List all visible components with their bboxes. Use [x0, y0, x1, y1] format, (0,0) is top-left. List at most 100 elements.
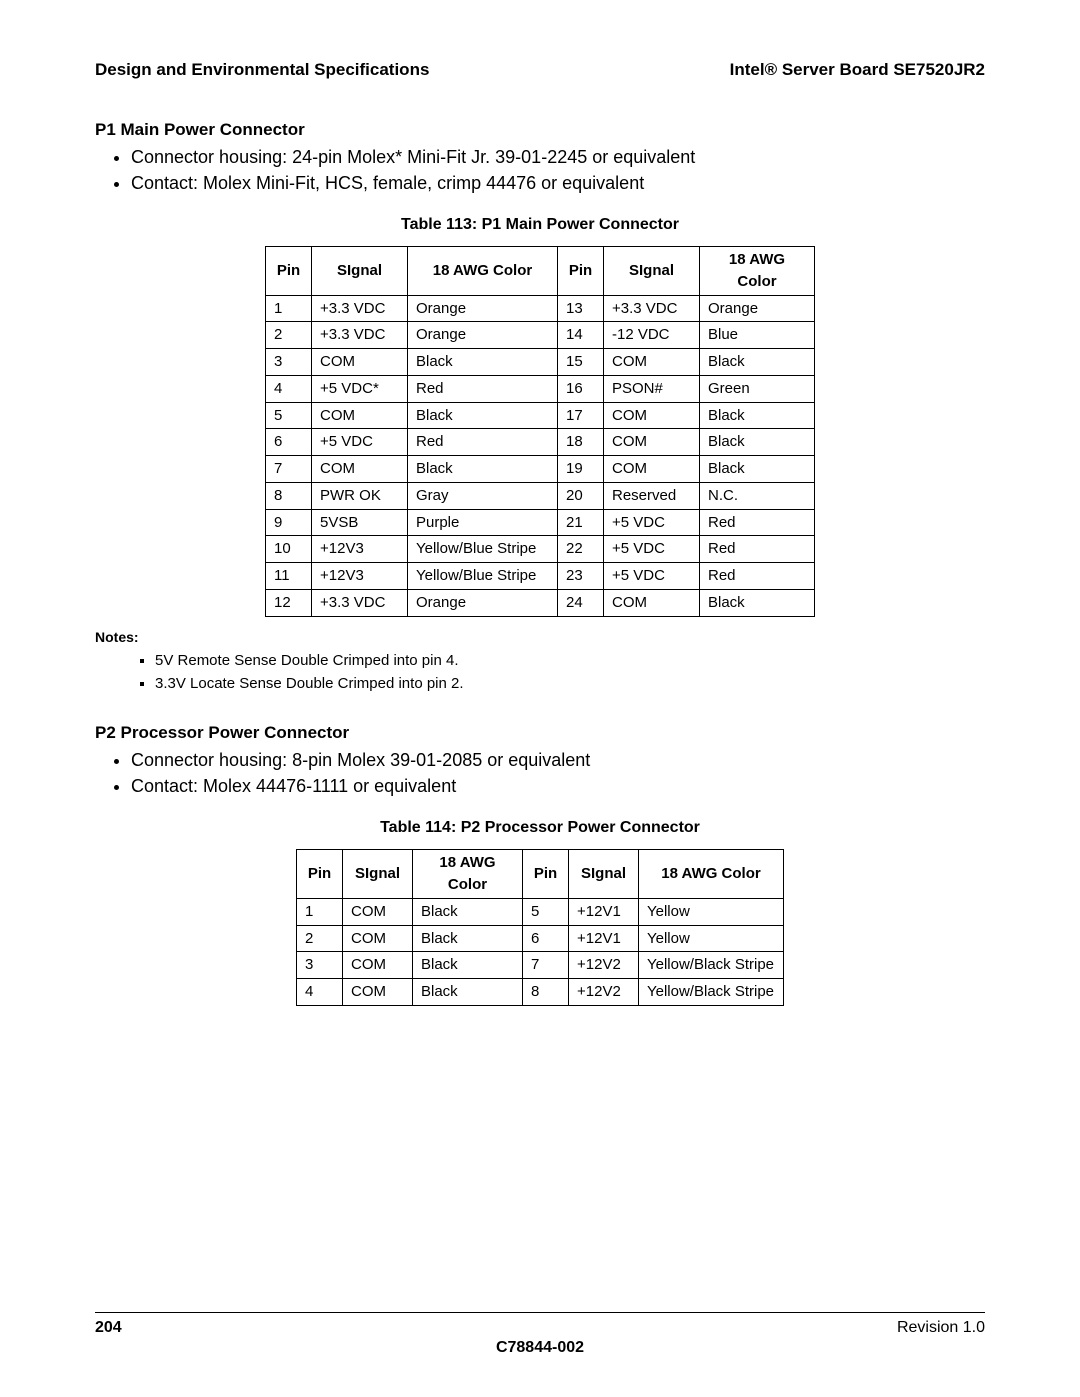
table-cell: Black [700, 589, 815, 616]
table-cell: 12 [266, 589, 312, 616]
table-cell: Green [700, 375, 815, 402]
col-header: 18 AWG Color [639, 850, 784, 899]
table-cell: +3.3 VDC [312, 295, 408, 322]
col-header: 18 AWG Color [413, 850, 523, 899]
table114-caption: Table 114: P2 Processor Power Connector [95, 819, 985, 837]
section1-title: P1 Main Power Connector [95, 120, 985, 140]
header-left: Design and Environmental Specifications [95, 60, 429, 80]
table-cell: 1 [266, 295, 312, 322]
table-cell: Red [408, 375, 558, 402]
table-cell: Black [413, 952, 523, 979]
table-cell: COM [604, 402, 700, 429]
table-cell: +12V1 [569, 925, 639, 952]
table-cell: Black [408, 402, 558, 429]
notes-label: Notes: [95, 629, 985, 645]
table-cell: Reserved [604, 482, 700, 509]
page-number: 204 [95, 1319, 122, 1337]
table-cell: 13 [558, 295, 604, 322]
table-cell: 7 [523, 952, 569, 979]
table-row: 2+3.3 VDCOrange14-12 VDCBlue [266, 322, 815, 349]
table-row: 12+3.3 VDCOrange24COMBlack [266, 589, 815, 616]
table-cell: Black [413, 898, 523, 925]
table-cell: 5 [266, 402, 312, 429]
table-cell: +12V2 [569, 979, 639, 1006]
table-cell: Orange [700, 295, 815, 322]
table-cell: Black [408, 456, 558, 483]
table-cell: 3 [297, 952, 343, 979]
list-item: Contact: Molex Mini-Fit, HCS, female, cr… [131, 170, 985, 196]
page-header: Design and Environmental Specifications … [95, 60, 985, 80]
table-cell: 4 [297, 979, 343, 1006]
table-cell: COM [604, 349, 700, 376]
list-item: Connector housing: 24-pin Molex* Mini-Fi… [131, 144, 985, 170]
table-cell: +3.3 VDC [604, 295, 700, 322]
table-cell: Black [413, 979, 523, 1006]
table-cell: Blue [700, 322, 815, 349]
table113: Pin SIgnal 18 AWG Color Pin SIgnal 18 AW… [265, 246, 815, 617]
table-cell: 10 [266, 536, 312, 563]
table-cell: 14 [558, 322, 604, 349]
table-cell: N.C. [700, 482, 815, 509]
table-cell: 2 [266, 322, 312, 349]
table-cell: +3.3 VDC [312, 589, 408, 616]
table-cell: COM [312, 402, 408, 429]
table-cell: 18 [558, 429, 604, 456]
section2-title: P2 Processor Power Connector [95, 723, 985, 743]
table-row: 8PWR OKGray20ReservedN.C. [266, 482, 815, 509]
table-cell: 6 [266, 429, 312, 456]
col-header: Pin [297, 850, 343, 899]
section2-bullets: Connector housing: 8-pin Molex 39-01-208… [95, 747, 985, 799]
table-cell: 24 [558, 589, 604, 616]
revision: Revision 1.0 [897, 1319, 985, 1337]
table-cell: +5 VDC* [312, 375, 408, 402]
table-cell: +12V3 [312, 563, 408, 590]
table-cell: Yellow/Black Stripe [639, 979, 784, 1006]
table-cell: +5 VDC [604, 536, 700, 563]
table-cell: 8 [266, 482, 312, 509]
table-cell: COM [343, 925, 413, 952]
table-cell: +12V1 [569, 898, 639, 925]
table-cell: COM [343, 898, 413, 925]
table-cell: Black [700, 429, 815, 456]
notes-list: 5V Remote Sense Double Crimped into pin … [95, 649, 985, 696]
table-cell: 16 [558, 375, 604, 402]
table-cell: Black [413, 925, 523, 952]
table-cell: +12V2 [569, 952, 639, 979]
table-row: 5COMBlack17COMBlack [266, 402, 815, 429]
table-cell: PWR OK [312, 482, 408, 509]
table-cell: 6 [523, 925, 569, 952]
table-cell: 23 [558, 563, 604, 590]
table-row: 3COMBlack15COMBlack [266, 349, 815, 376]
table-cell: Orange [408, 322, 558, 349]
table-cell: 2 [297, 925, 343, 952]
list-item: Connector housing: 8-pin Molex 39-01-208… [131, 747, 985, 773]
doc-number: C78844-002 [95, 1339, 985, 1357]
table-cell: PSON# [604, 375, 700, 402]
table-cell: -12 VDC [604, 322, 700, 349]
table-cell: 3 [266, 349, 312, 376]
table-cell: Yellow [639, 898, 784, 925]
list-item: 3.3V Locate Sense Double Crimped into pi… [155, 672, 985, 695]
table-row: 95VSBPurple21+5 VDCRed [266, 509, 815, 536]
table-row: 1+3.3 VDCOrange13+3.3 VDCOrange [266, 295, 815, 322]
table-cell: Red [700, 509, 815, 536]
table113-caption: Table 113: P1 Main Power Connector [95, 216, 985, 234]
table-cell: Yellow/Black Stripe [639, 952, 784, 979]
table-cell: 5VSB [312, 509, 408, 536]
col-header: Pin [523, 850, 569, 899]
table-cell: Black [700, 349, 815, 376]
table-cell: 8 [523, 979, 569, 1006]
col-header: SIgnal [569, 850, 639, 899]
table-cell: 20 [558, 482, 604, 509]
table-cell: +5 VDC [604, 509, 700, 536]
table-cell: 19 [558, 456, 604, 483]
table-cell: Yellow/Blue Stripe [408, 563, 558, 590]
table-cell: 22 [558, 536, 604, 563]
table-cell: COM [312, 349, 408, 376]
table-row: 4+5 VDC*Red16PSON#Green [266, 375, 815, 402]
list-item: 5V Remote Sense Double Crimped into pin … [155, 649, 985, 672]
table-cell: Red [408, 429, 558, 456]
table-cell: Red [700, 563, 815, 590]
table-cell: 4 [266, 375, 312, 402]
col-header: SIgnal [312, 247, 408, 296]
